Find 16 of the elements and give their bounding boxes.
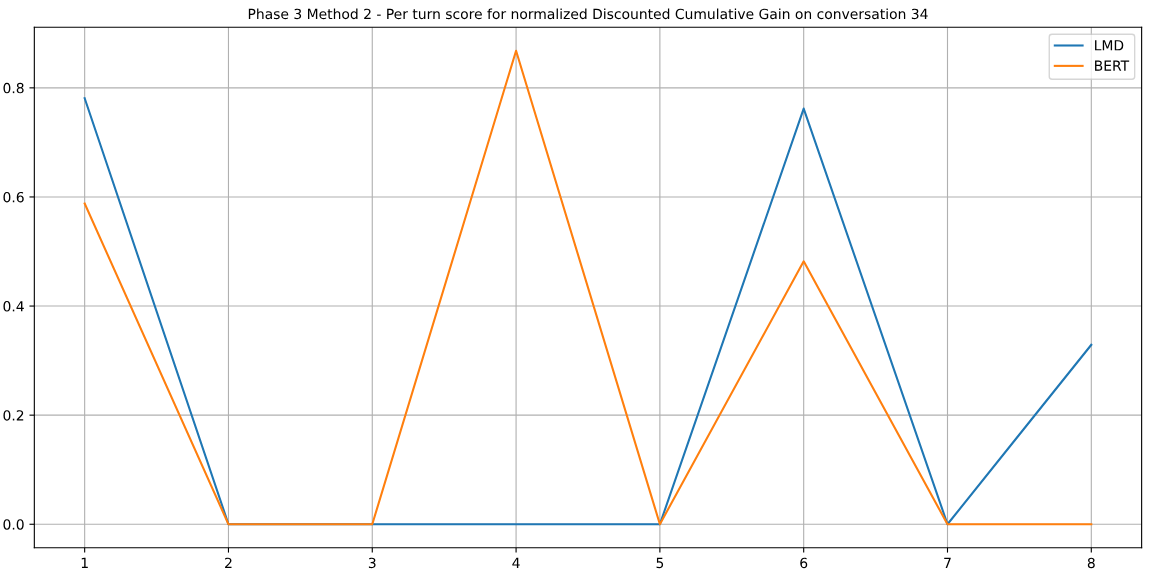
- x-tick-label: 1: [81, 557, 88, 568]
- x-tick-label: 5: [656, 557, 664, 569]
- y-tick-label: 0.8: [3, 82, 24, 94]
- x-tick-label: 6: [800, 557, 808, 569]
- y-tick-label: 0.0: [3, 519, 24, 530]
- y-tick-label: 0.4: [3, 301, 24, 312]
- x-tick-label: 2: [225, 557, 232, 568]
- x-tick-label: 8: [1087, 557, 1095, 569]
- legend-label: BERT: [1095, 60, 1130, 71]
- x-tick-label: 4: [512, 557, 520, 568]
- y-tick-label: 0.6: [3, 191, 24, 203]
- x-tick-label: 7: [944, 557, 951, 568]
- y-tick-label: 0.2: [3, 410, 24, 421]
- chart-title: Phase 3 Method 2 - Per turn score for normalized Discounted Cumulative Gain on conversation 34: [248, 8, 928, 20]
- x-tick-label: 3: [368, 557, 376, 569]
- legend-label: LMD: [1095, 40, 1124, 51]
